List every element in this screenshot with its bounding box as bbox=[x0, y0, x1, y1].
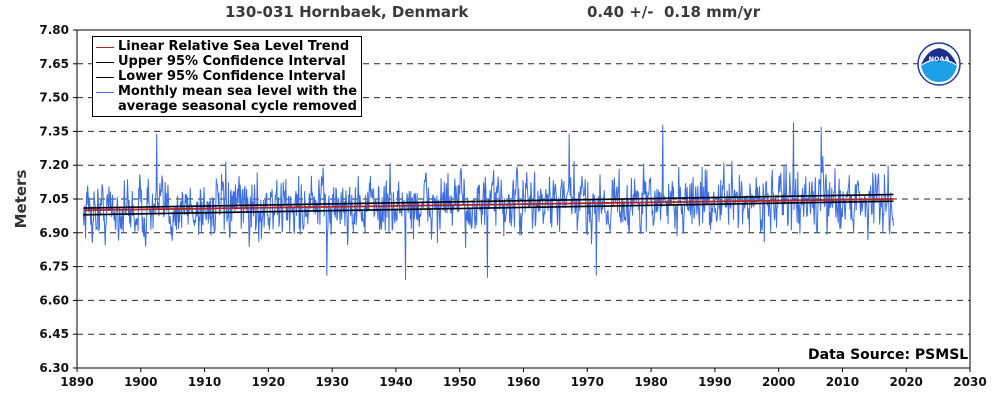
noaa-logo-text: NOAA bbox=[929, 55, 950, 63]
chart-legend: Linear Relative Sea Level Trend Upper 95%… bbox=[92, 36, 362, 117]
legend-swatch bbox=[96, 92, 114, 93]
x-tick-label: 2030 bbox=[953, 375, 986, 389]
x-tick-label: 2020 bbox=[890, 375, 923, 389]
y-tick-label: 6.75 bbox=[39, 260, 69, 274]
x-tick-label: 1930 bbox=[315, 375, 348, 389]
x-tick-label: 1980 bbox=[634, 375, 667, 389]
y-tick-label: 6.45 bbox=[39, 327, 69, 341]
x-tick-label: 1990 bbox=[698, 375, 731, 389]
y-tick-label: 7.35 bbox=[39, 124, 69, 138]
x-tick-label: 2010 bbox=[826, 375, 859, 389]
trend-line bbox=[83, 198, 894, 212]
y-tick-label: 7.20 bbox=[39, 158, 69, 172]
x-tick-label: 1900 bbox=[124, 375, 157, 389]
x-tick-label: 1970 bbox=[571, 375, 604, 389]
x-tick-label: 1950 bbox=[443, 375, 476, 389]
legend-label: Monthly mean sea level with the average … bbox=[118, 84, 358, 114]
chart-title: 130-031 Hornbaek, Denmark bbox=[225, 3, 469, 21]
y-tick-label: 7.80 bbox=[39, 23, 69, 37]
y-tick-label: 6.30 bbox=[39, 361, 69, 375]
legend-swatch bbox=[96, 62, 114, 63]
legend-label: Linear Relative Sea Level Trend bbox=[118, 39, 350, 54]
x-tick-label: 1940 bbox=[379, 375, 412, 389]
x-tick-label: 1920 bbox=[252, 375, 285, 389]
lower-confidence-line bbox=[83, 200, 894, 216]
legend-swatch bbox=[96, 47, 114, 48]
y-tick-label: 7.50 bbox=[39, 91, 69, 105]
legend-label: Upper 95% Confidence Interval bbox=[118, 54, 346, 69]
trend-rate: 0.40 +/- 0.18 mm/yr bbox=[587, 3, 761, 21]
legend-item: Lower 95% Confidence Interval bbox=[96, 69, 358, 84]
y-tick-label: 7.05 bbox=[39, 192, 69, 206]
data-source-label: Data Source: PSMSL bbox=[808, 347, 969, 363]
noaa-logo-icon: NOAA bbox=[917, 42, 961, 86]
x-tick-label: 1910 bbox=[188, 375, 221, 389]
legend-swatch bbox=[96, 77, 114, 78]
legend-item: Upper 95% Confidence Interval bbox=[96, 54, 358, 69]
legend-item: Monthly mean sea level with the average … bbox=[96, 84, 358, 114]
upper-confidence-line bbox=[83, 193, 894, 209]
y-tick-label: 7.65 bbox=[39, 57, 69, 71]
y-axis-label: Meters bbox=[12, 170, 30, 229]
y-tick-label: 6.90 bbox=[39, 226, 69, 240]
noaa-logo: NOAA bbox=[917, 42, 961, 86]
x-tick-label: 1960 bbox=[507, 375, 540, 389]
y-tick-label: 6.60 bbox=[39, 293, 69, 307]
legend-label: Lower 95% Confidence Interval bbox=[118, 69, 346, 84]
x-tick-label: 1890 bbox=[60, 375, 93, 389]
legend-item: Linear Relative Sea Level Trend bbox=[96, 39, 358, 54]
x-tick-label: 2000 bbox=[762, 375, 795, 389]
